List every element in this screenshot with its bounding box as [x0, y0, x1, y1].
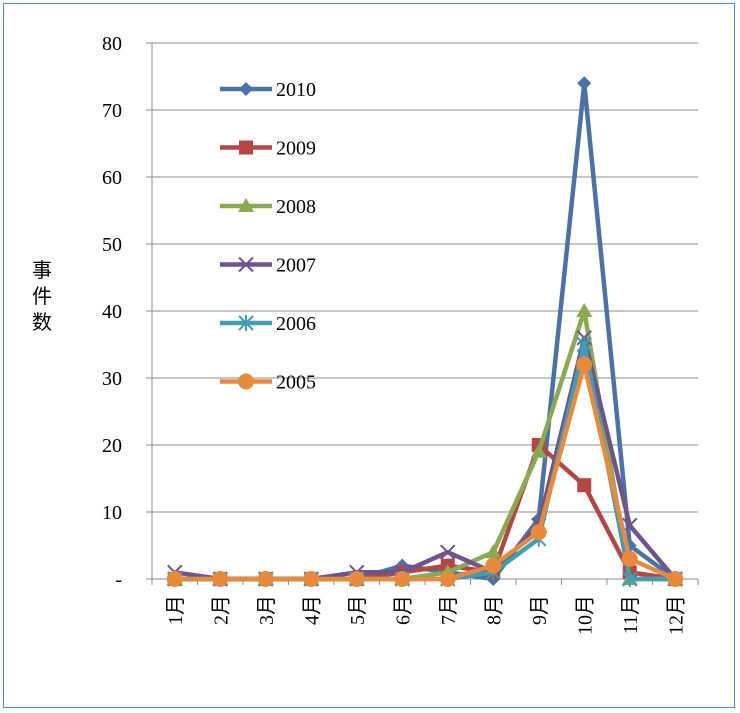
data-point [439, 571, 456, 587]
legend-entry-2008: 2008 [220, 196, 316, 218]
data-point [348, 571, 365, 587]
y-tick-label: 70 [102, 100, 122, 122]
legend-label: 2008 [276, 196, 316, 218]
legend-label: 2006 [276, 313, 316, 335]
series-line [174, 80, 677, 582]
legend-label: 2009 [276, 138, 316, 160]
legend-entry-2007: 2007 [220, 255, 316, 277]
legend-entry-2005: 2005 [220, 372, 316, 394]
y-tick-label: - [115, 569, 122, 591]
series-lines [166, 76, 684, 587]
y-tick-label: 50 [102, 234, 122, 256]
x-tick-label: 9月 [529, 595, 551, 625]
legend-entry-2009: 2009 [220, 138, 316, 160]
data-point [621, 550, 638, 567]
legend-label: 2010 [276, 79, 316, 101]
data-point [576, 356, 593, 373]
data-point [485, 544, 502, 559]
legend-entry-2010: 2010 [220, 79, 316, 101]
x-tick-label: 7月 [438, 595, 460, 625]
data-point [212, 571, 229, 587]
data-point [576, 303, 593, 317]
y-tick-label: 60 [102, 167, 122, 189]
data-point [440, 544, 456, 560]
data-point [576, 336, 592, 353]
legend-label: 2005 [276, 372, 316, 394]
x-tick-label: 5月 [347, 595, 369, 625]
x-tick-label: 3月 [256, 595, 278, 625]
y-tick-label: 10 [102, 502, 122, 524]
x-tick-label: 4月 [301, 595, 323, 625]
legend-entry-2006: 2006 [220, 313, 316, 335]
legend: 2010 2009 2008 2007 2006 2005 [220, 79, 316, 394]
gridlines [152, 42, 698, 513]
data-point [257, 571, 274, 587]
x-tick-label: 1月 [165, 595, 187, 625]
data-point [530, 443, 547, 458]
y-tick-label: 40 [102, 301, 122, 323]
data-point [577, 478, 592, 493]
series-line [174, 335, 677, 582]
data-point [485, 557, 502, 574]
legend-label: 2007 [276, 255, 316, 277]
y-tick-label: 30 [102, 368, 122, 390]
data-point [622, 571, 638, 587]
axes: - 10 20 30 40 50 60 70 80 1月 2月 3月 4月 5月 6月 7月 8月 9月 10月 11… [102, 33, 699, 635]
y-tick-label: 80 [102, 33, 122, 55]
legend-marker [239, 140, 253, 155]
y-axis-label: 事件数 [32, 258, 52, 334]
x-tick-label: 11月 [620, 595, 642, 634]
y-tick-label: 20 [102, 435, 122, 457]
legend-marker [238, 198, 254, 212]
legend-marker [238, 315, 254, 331]
x-tick-label: 2月 [210, 595, 232, 625]
series-2005 [166, 356, 684, 587]
x-tick-label: 12月 [665, 595, 687, 635]
legend-marker [238, 256, 254, 273]
data-point [166, 571, 183, 587]
x-tick-label: 10月 [574, 595, 596, 635]
data-point [394, 571, 411, 587]
data-point [667, 571, 684, 587]
data-point [530, 524, 547, 541]
legend-marker [239, 82, 253, 96]
data-point [577, 76, 592, 91]
x-tick-label: 6月 [392, 595, 414, 625]
x-tick-label: 8月 [483, 595, 505, 625]
legend-marker [238, 373, 254, 390]
data-point [303, 571, 320, 587]
